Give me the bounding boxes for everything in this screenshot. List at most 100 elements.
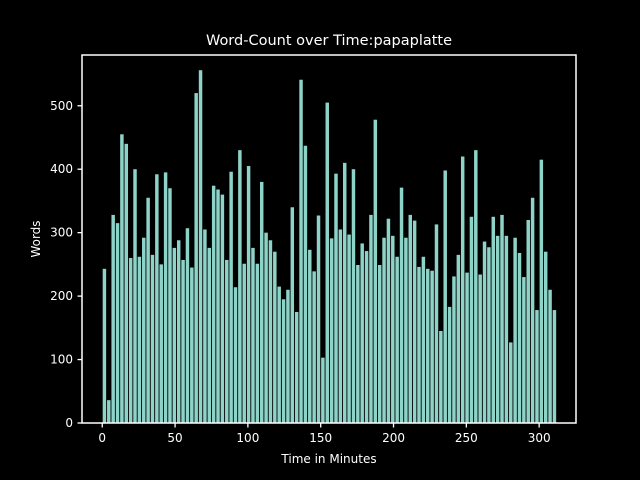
- bar: [351, 169, 356, 423]
- chart-title: Word-Count over Time:papaplatte: [205, 33, 453, 49]
- bar: [107, 400, 111, 423]
- bar: [277, 286, 281, 423]
- bar: [356, 265, 360, 423]
- y-tick-label: 400: [50, 162, 73, 176]
- bar: [264, 232, 268, 423]
- y-tick-label: 0: [65, 416, 73, 430]
- bar: [421, 256, 426, 423]
- bar: [456, 254, 461, 423]
- bar: [495, 235, 500, 423]
- bar: [522, 277, 526, 423]
- bar: [207, 247, 212, 423]
- bar: [360, 243, 364, 423]
- bar: [329, 238, 334, 423]
- bar: [530, 197, 535, 423]
- x-tick-label: 200: [382, 431, 405, 445]
- bar: [251, 247, 255, 423]
- bar: [308, 249, 312, 423]
- bar: [281, 299, 286, 423]
- bar: [500, 214, 504, 423]
- bar: [198, 70, 203, 423]
- bar: [176, 240, 181, 423]
- bar: [325, 102, 329, 423]
- bar: [513, 237, 517, 423]
- bar: [447, 306, 452, 423]
- bar: [190, 267, 194, 423]
- bar: [474, 150, 478, 424]
- bar: [286, 289, 290, 423]
- bar: [159, 264, 163, 423]
- bar: [115, 223, 120, 423]
- bar: [238, 150, 242, 424]
- bar: [246, 166, 251, 423]
- bar: [102, 268, 107, 423]
- bar: [225, 259, 229, 423]
- bar: [552, 310, 557, 423]
- bar: [312, 271, 316, 423]
- x-axis-label: Time in Minutes: [281, 452, 377, 466]
- bar: [509, 342, 513, 423]
- bar: [342, 162, 347, 424]
- bar: [535, 310, 539, 423]
- bar: [128, 258, 133, 423]
- bar: [482, 241, 487, 423]
- bar: [120, 134, 124, 423]
- x-tick-label: 250: [455, 431, 478, 445]
- bar: [242, 263, 246, 423]
- bar: [504, 235, 509, 423]
- x-tick-label: 50: [167, 431, 182, 445]
- bar: [430, 270, 434, 423]
- bar: [412, 220, 417, 423]
- bar: [172, 247, 177, 423]
- bar: [168, 188, 172, 423]
- bar: [142, 237, 146, 423]
- bar: [216, 189, 220, 423]
- y-tick-label: 100: [50, 353, 73, 367]
- bar: [268, 240, 273, 423]
- bar: [137, 256, 142, 423]
- bar: [478, 274, 482, 423]
- bar: [338, 229, 343, 423]
- y-tick-label: 200: [50, 289, 73, 303]
- bar: [150, 254, 155, 423]
- bar: [443, 170, 447, 423]
- bar: [203, 229, 207, 423]
- bar: [543, 251, 548, 423]
- bar: [290, 207, 295, 423]
- x-tick-label: 300: [528, 431, 551, 445]
- bar: [517, 252, 522, 423]
- y-tick-label: 300: [50, 226, 73, 240]
- bar: [163, 172, 168, 423]
- bar: [391, 235, 395, 423]
- bar: [465, 272, 469, 423]
- bar: [155, 174, 159, 423]
- bar: [294, 311, 299, 423]
- bar: [334, 173, 338, 423]
- bar: [408, 214, 412, 423]
- bar: [526, 219, 530, 423]
- bar: [548, 289, 552, 423]
- bar: [233, 287, 238, 423]
- bar: [373, 119, 378, 423]
- x-tick-label: 150: [309, 431, 332, 445]
- bar: [273, 251, 277, 423]
- bar: [382, 237, 386, 423]
- bar: [194, 93, 198, 423]
- bar: [181, 259, 185, 423]
- bar: [404, 237, 408, 423]
- bar: [460, 156, 465, 423]
- x-tick-label: 100: [236, 431, 259, 445]
- bar: [434, 224, 439, 423]
- bar: [364, 251, 369, 423]
- bar: [369, 214, 373, 423]
- bar: [426, 268, 430, 423]
- bar: [487, 247, 491, 423]
- bar: [377, 265, 382, 423]
- bar: [539, 159, 544, 423]
- bar: [469, 216, 474, 423]
- bar: [399, 187, 404, 423]
- bar: [111, 214, 115, 423]
- bar: [220, 194, 225, 423]
